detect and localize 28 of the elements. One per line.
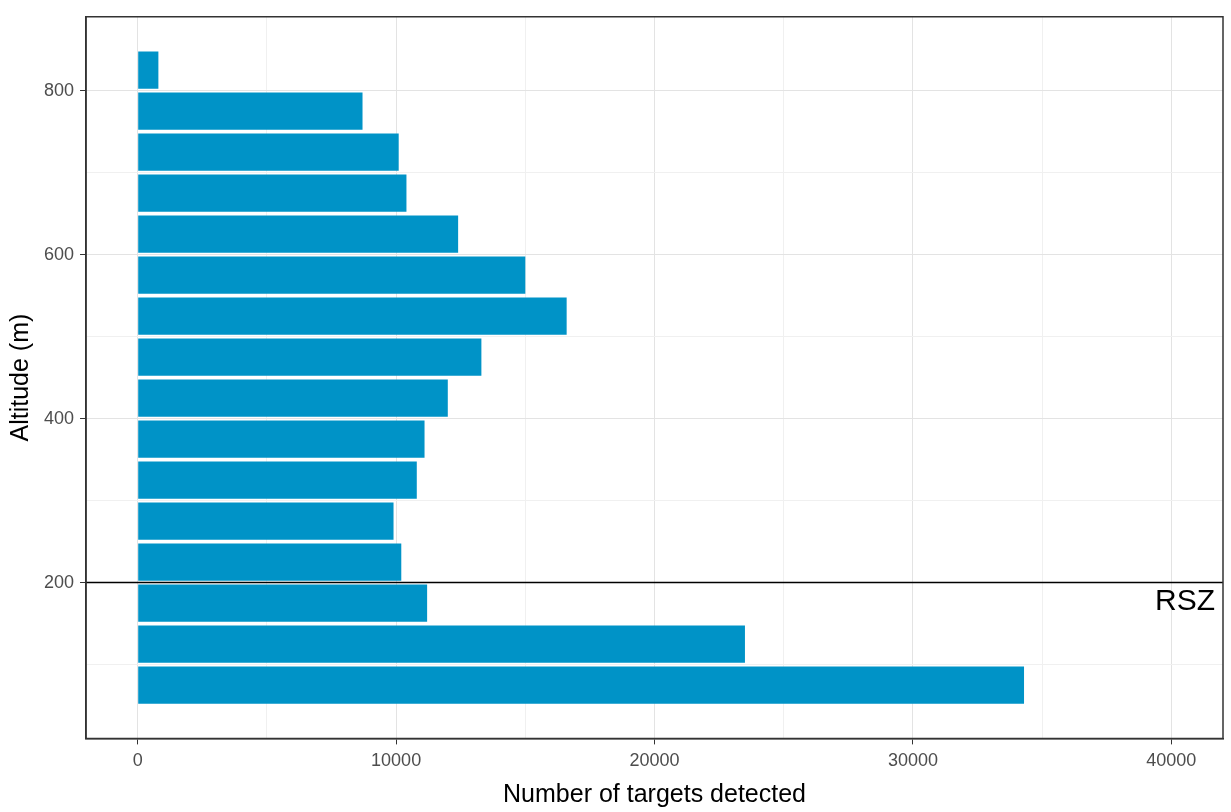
bar [138,338,482,376]
bar [138,215,459,253]
x-tick-label: 30000 [887,750,938,771]
bar [138,379,448,417]
y-tick-label: 400 [43,407,75,428]
bar [138,133,399,171]
y-axis-title: Altitude (m) [4,313,33,442]
bar [138,297,567,335]
ref-line-label: RSZ [1155,582,1215,616]
bar [138,256,526,294]
bar [138,625,745,663]
bar [138,92,363,130]
y-tick-label: 200 [43,571,75,592]
bar [138,461,417,499]
x-tick-label: 0 [132,750,143,771]
bar [138,420,425,458]
y-tick-label: 600 [43,243,75,264]
x-tick-label: 20000 [629,750,680,771]
bar [138,51,159,89]
x-tick-label: 10000 [371,750,422,771]
bar [138,174,407,212]
x-axis-title: Number of targets detected [503,778,806,807]
bar [138,502,394,540]
bar [138,584,428,622]
bar [138,666,1025,704]
x-tick-label: 40000 [1146,750,1197,771]
y-tick-label: 800 [43,79,75,100]
bar [138,543,402,581]
